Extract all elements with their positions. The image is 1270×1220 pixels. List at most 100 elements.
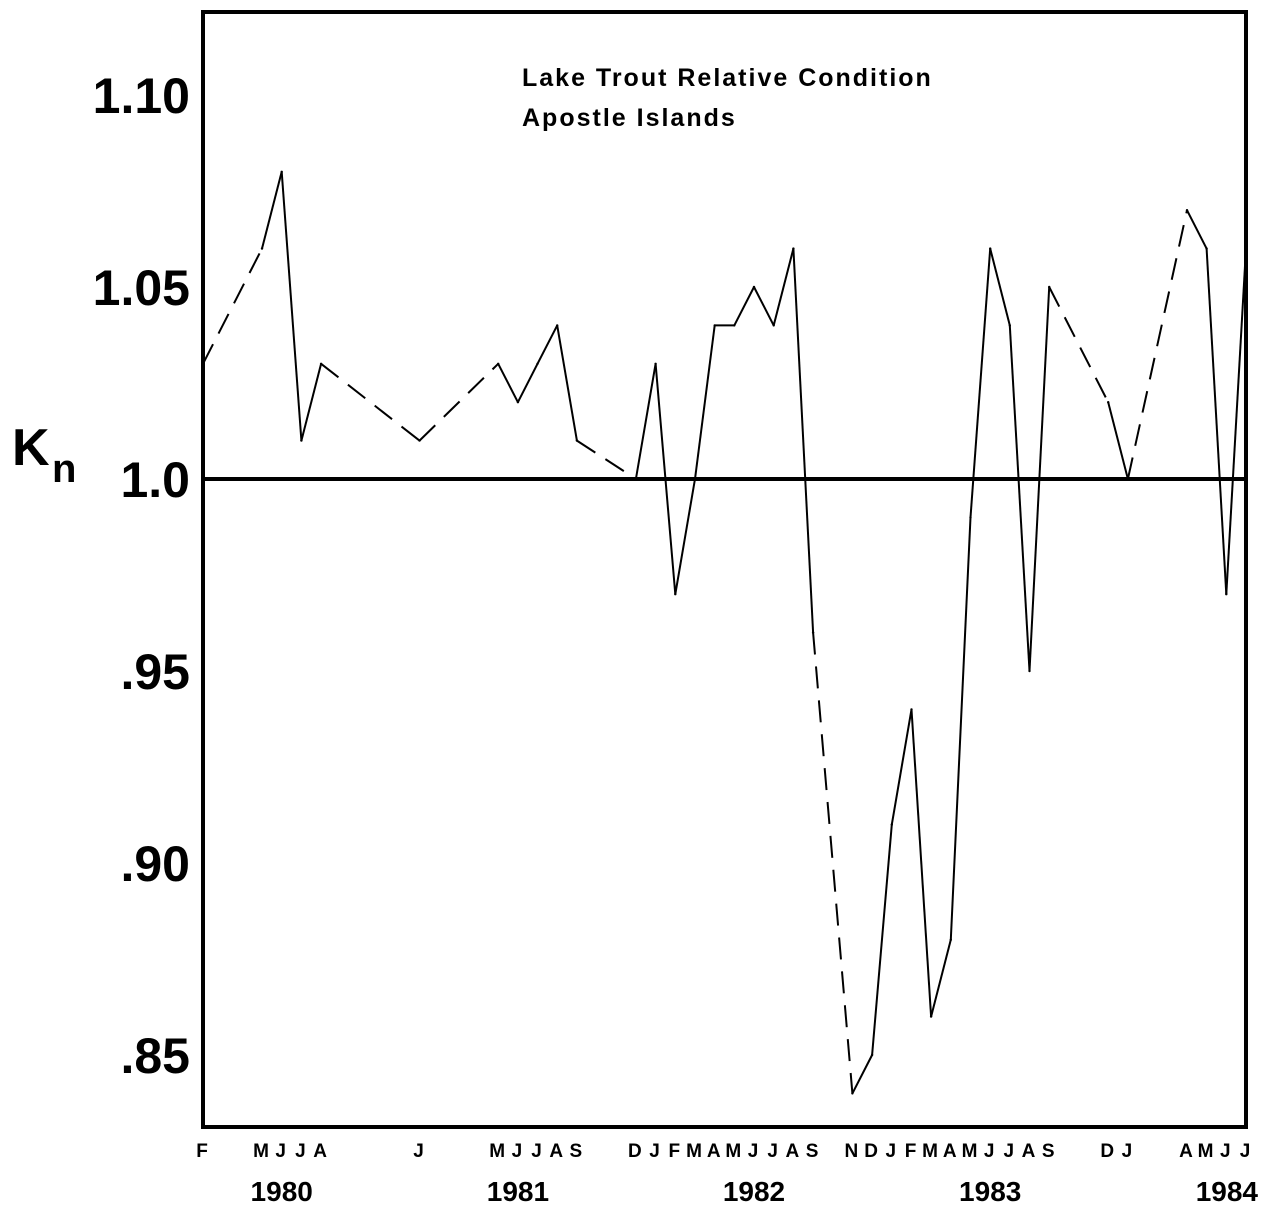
data-point — [949, 938, 952, 941]
data-point — [811, 631, 815, 634]
data-point — [516, 401, 520, 404]
data-point — [418, 439, 421, 442]
series-line-segment — [536, 324, 559, 365]
series-line-segment — [1205, 248, 1228, 595]
data-point — [1028, 669, 1031, 673]
x-year-label: 1982 — [723, 1176, 785, 1207]
data-point — [1244, 247, 1248, 250]
x-tick-label: F — [196, 1141, 210, 1162]
data-point — [890, 823, 893, 826]
series-line-segment — [320, 363, 421, 442]
x-tick-label: D — [1100, 1141, 1116, 1162]
x-tick-label: J — [1220, 1141, 1233, 1162]
series-line-segment — [1028, 286, 1051, 672]
series-line-segment — [910, 709, 933, 1017]
series-line-segment — [280, 171, 303, 441]
series-line-segment — [949, 517, 972, 940]
data-point — [1126, 477, 1130, 481]
x-tick-label: A — [786, 1141, 802, 1162]
data-point — [910, 708, 913, 711]
x-tick-label: M — [922, 1141, 940, 1162]
series-line-segment — [1225, 248, 1247, 595]
series-line-segment — [1107, 401, 1129, 480]
chart-subtitle: Apostle Islands — [522, 104, 737, 132]
series-line-segment — [674, 478, 696, 595]
data-point — [772, 324, 775, 327]
series-line-segment — [261, 171, 283, 249]
series-line-segment — [792, 248, 815, 633]
data-point — [693, 477, 697, 481]
series-line-segment — [654, 363, 677, 595]
series-line-segment — [753, 286, 775, 326]
x-tick-label: A — [943, 1141, 959, 1162]
series-line-segment — [812, 632, 854, 1094]
data-point — [1185, 209, 1189, 212]
data-point — [929, 1015, 933, 1018]
x-tick-label: J — [748, 1141, 761, 1162]
x-tick-label: A — [1022, 1141, 1038, 1162]
x-tick-label: M — [725, 1141, 743, 1162]
data-point — [300, 439, 303, 442]
series-line-segment — [556, 325, 578, 441]
x-tick-label: J — [295, 1141, 308, 1162]
series-line-segment — [576, 439, 637, 480]
data-point — [851, 1092, 854, 1095]
y-tick-label: 1.10 — [93, 68, 190, 124]
x-tick-label: M — [686, 1141, 704, 1162]
x-tick-label: M — [962, 1141, 980, 1162]
y-tick-label: 1.05 — [93, 260, 190, 316]
data-point — [634, 477, 638, 481]
data-point — [713, 324, 716, 327]
data-point — [1048, 285, 1051, 289]
series-line-segment — [1008, 325, 1031, 672]
data-point — [1225, 593, 1228, 596]
data-point — [969, 516, 972, 519]
x-tick-label: A — [707, 1141, 723, 1162]
x-tick-label: J — [1122, 1141, 1135, 1162]
x-tick-label: D — [628, 1141, 644, 1162]
series-line-segment — [851, 1054, 873, 1094]
data-point — [674, 593, 677, 596]
data-point — [752, 285, 756, 289]
chart-title: Lake Trout Relative Condition — [522, 64, 933, 92]
x-year-label: 1983 — [959, 1176, 1021, 1207]
x-tick-label: D — [864, 1141, 880, 1162]
x-tick-label: J — [531, 1141, 544, 1162]
y-axis-label-subscript: n — [52, 447, 76, 491]
series-line-segment — [989, 248, 1011, 326]
series-group — [201, 170, 1248, 1095]
data-point — [497, 362, 500, 365]
x-tick-label: S — [1042, 1141, 1057, 1162]
x-tick-label: J — [1004, 1141, 1017, 1162]
x-tick-label: N — [845, 1141, 861, 1162]
x-tick-label: J — [413, 1141, 426, 1162]
x-tick-label: J — [275, 1141, 288, 1162]
data-point — [319, 362, 323, 365]
y-axis-label: K n — [12, 419, 76, 491]
x-tick-label: J — [1240, 1141, 1253, 1162]
data-point — [260, 247, 264, 250]
data-point — [792, 247, 795, 250]
x-axis-year-labels: 1980 1981 1982 1983 1984 — [251, 1176, 1259, 1207]
x-tick-label: A — [1179, 1141, 1195, 1162]
series-line-segment — [1126, 209, 1188, 480]
series-line-segment — [634, 363, 657, 480]
x-tick-label: J — [886, 1141, 899, 1162]
data-point — [989, 247, 992, 250]
x-year-label: 1984 — [1196, 1176, 1259, 1207]
series-line-segment — [1048, 286, 1110, 403]
x-tick-label: F — [668, 1141, 682, 1162]
x-tick-label: J — [767, 1141, 780, 1162]
series-line-segment — [733, 286, 755, 326]
data-point — [280, 170, 283, 173]
x-tick-label: J — [649, 1141, 662, 1162]
series-line-segment — [300, 363, 323, 441]
x-tick-label: A — [313, 1141, 329, 1162]
x-tick-label: S — [806, 1141, 821, 1162]
data-point — [733, 324, 736, 327]
y-tick-label: .85 — [120, 1028, 190, 1084]
series-line-segment — [890, 709, 913, 825]
data-point — [556, 324, 559, 327]
x-tick-label: M — [1198, 1141, 1216, 1162]
